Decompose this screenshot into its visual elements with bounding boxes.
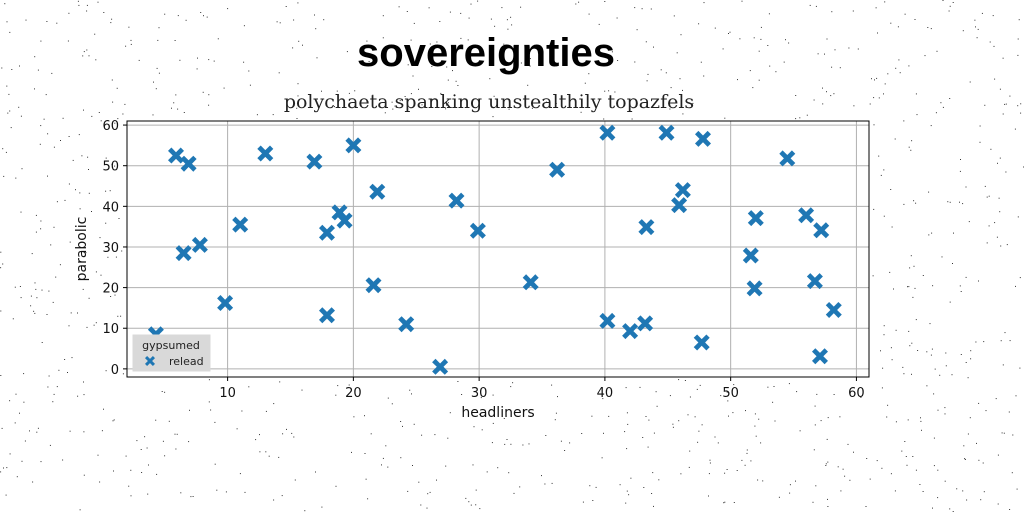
y-tick-label: 0 [111,363,119,378]
data-point-marker [674,182,691,199]
x-tick-label: 40 [597,386,614,401]
legend-title: gypsumed [142,339,200,352]
y-tick-label: 20 [102,282,119,297]
data-point-marker [812,348,828,365]
plot-area-frame [126,120,870,378]
chart-subtitle: polychaeta spanking unstealthily topazfe… [284,91,694,113]
y-axis-label: parabolic [74,217,90,282]
data-point-marker [549,161,566,178]
x-tick-label: 50 [722,386,739,401]
data-point-marker [319,307,335,324]
data-point-marker [638,219,655,236]
data-point-marker [747,210,764,227]
grid [127,121,869,377]
legend-marker [145,356,155,366]
legend-series-label: relead [169,355,204,368]
y-tick-label: 40 [102,200,119,215]
data-point-marker [779,150,796,167]
data-point-marker [693,334,710,351]
data-point-marker [217,295,234,311]
data-point-marker [671,197,688,214]
axis-ticks: 10 20 30 40 50 60 0 10 20 30 40 50 60 [102,119,864,401]
data-point-marker [232,216,249,233]
x-tick-label: 30 [471,386,488,401]
data-point-marker [522,274,539,291]
y-tick-label: 30 [102,241,119,256]
data-point-marker [398,316,415,333]
data-point-marker [432,358,449,375]
data-point-marker [742,247,759,264]
data-point-marker [469,222,486,239]
data-point-marker [319,224,335,241]
data-point-marker [695,130,711,147]
legend-box [132,334,211,372]
series-markers [147,124,842,375]
data-point-marker [658,124,675,141]
data-point-marker [448,192,465,209]
data-point-marker [175,245,192,262]
data-point-marker [306,153,323,170]
data-point-marker [599,124,616,141]
legend: gypsumed relead [132,334,211,372]
data-point-marker [345,137,362,154]
data-point-marker [637,315,654,332]
data-point-marker [599,312,616,329]
x-tick-label: 60 [848,386,865,401]
data-point-marker [180,155,197,172]
data-point-marker [336,212,353,229]
data-point-marker [813,222,830,239]
y-tick-label: 10 [102,322,119,337]
x-axis-label: headliners [461,405,534,421]
y-tick-label: 60 [102,119,119,134]
data-point-marker [369,183,386,200]
x-tick-label: 10 [219,386,236,401]
data-point-marker [798,207,815,224]
chart-title: sovereignties [357,31,615,75]
data-point-marker [365,277,382,294]
data-point-marker [168,147,184,164]
data-point-marker [622,323,639,340]
data-point-marker [806,273,823,290]
data-point-marker [191,236,208,253]
data-point-marker [257,145,274,162]
data-point-marker [825,302,842,318]
y-tick-label: 50 [102,160,119,175]
data-point-marker [746,280,763,297]
x-tick-label: 20 [345,386,362,401]
